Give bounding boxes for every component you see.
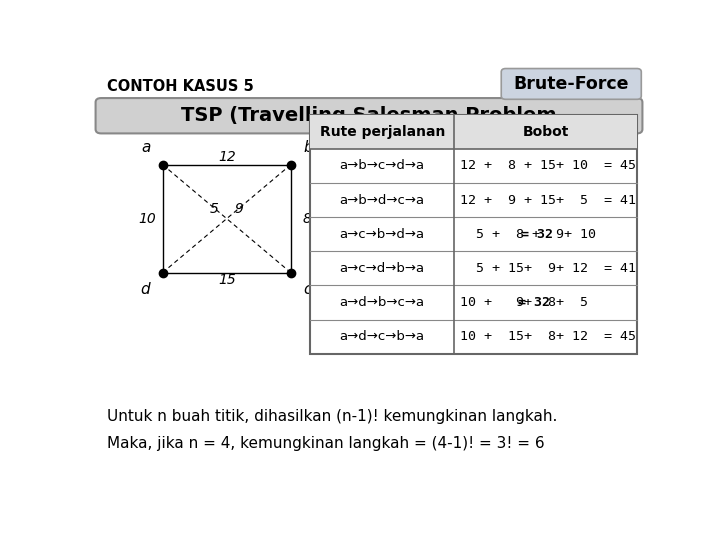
Text: = 32: = 32 [521, 228, 553, 241]
Text: a→d→b→c→a: a→d→b→c→a [340, 296, 425, 309]
Text: 10 +  15+  8+ 12  = 45: 10 + 15+ 8+ 12 = 45 [459, 330, 636, 343]
Text: Brute-Force: Brute-Force [513, 75, 629, 93]
Text: CONTOH KASUS 5: CONTOH KASUS 5 [107, 79, 253, 94]
Text: b: b [303, 140, 312, 156]
Text: a→c→b→d→a: a→c→b→d→a [340, 228, 425, 241]
Text: a: a [141, 140, 150, 156]
Text: TSP (Travelling Salesman Problem: TSP (Travelling Salesman Problem [181, 106, 557, 125]
Text: d: d [140, 282, 150, 297]
Text: Maka, jika n = 4, kemungkinan langkah = (4-1)! = 3! = 6: Maka, jika n = 4, kemungkinan langkah = … [107, 436, 544, 451]
Text: 5 + 15+  9+ 12  = 41: 5 + 15+ 9+ 12 = 41 [459, 262, 636, 275]
Text: Untuk n buah titik, dihasilkan (n-1)! kemungkinan langkah.: Untuk n buah titik, dihasilkan (n-1)! ke… [107, 409, 557, 424]
Text: a→b→d→c→a: a→b→d→c→a [340, 193, 425, 207]
Text: 15: 15 [218, 273, 235, 287]
Bar [310, 114, 636, 149]
Text: 9: 9 [235, 202, 243, 217]
Text: a→d→c→b→a: a→d→c→b→a [340, 330, 425, 343]
Text: 12 +  8 + 15+ 10  = 45: 12 + 8 + 15+ 10 = 45 [459, 159, 636, 172]
Text: c: c [303, 282, 312, 297]
Text: a→b→c→d→a: a→b→c→d→a [340, 159, 425, 172]
FancyBboxPatch shape [501, 69, 642, 99]
Text: 8: 8 [302, 212, 311, 226]
Text: 10 +   9+  8+  5: 10 + 9+ 8+ 5 [459, 296, 603, 309]
Text: 12 +  9 + 15+  5  = 41: 12 + 9 + 15+ 5 = 41 [459, 193, 636, 207]
Text: 5 +  8 +  9+ 10: 5 + 8 + 9+ 10 [459, 228, 611, 241]
Text: Bobot: Bobot [522, 125, 569, 139]
FancyBboxPatch shape [96, 98, 642, 133]
Text: Rute perjalanan: Rute perjalanan [320, 125, 445, 139]
Bar [310, 114, 636, 354]
Text: a→c→d→b→a: a→c→d→b→a [340, 262, 425, 275]
Text: 10: 10 [138, 212, 156, 226]
Text: = 32: = 32 [518, 296, 550, 309]
Text: 5: 5 [210, 202, 219, 217]
Text: 12: 12 [218, 150, 235, 164]
